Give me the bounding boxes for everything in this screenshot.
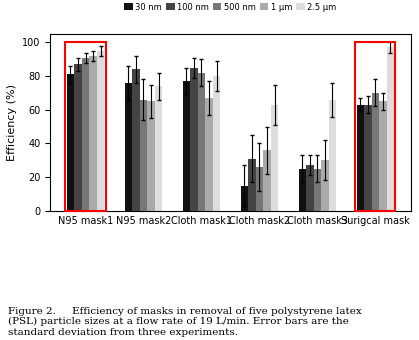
Bar [314,169,321,211]
Bar [306,165,314,211]
Bar [241,186,248,211]
Bar [372,93,379,211]
Bar [132,69,140,211]
Bar [74,64,82,211]
Y-axis label: Efficiency (%): Efficiency (%) [7,84,17,161]
Bar [205,98,213,211]
Bar [256,167,263,211]
Bar [379,101,387,211]
Bar [140,100,147,211]
Bar [321,160,329,211]
Bar [248,158,256,211]
Bar [263,150,271,211]
Bar [97,51,104,211]
Bar [147,101,155,211]
Bar [183,81,190,211]
Legend: 30 nm, 100 nm, 500 nm, 1 μm, 2.5 μm: 30 nm, 100 nm, 500 nm, 1 μm, 2.5 μm [121,0,340,15]
Bar [387,48,394,211]
Bar [89,56,97,211]
Bar [213,76,220,211]
Bar [155,86,162,211]
Bar [299,169,306,211]
Bar [357,105,364,211]
Bar [329,100,336,211]
Bar [364,105,372,211]
Text: Figure 2.     Efficiency of masks in removal of five polystyrene latex
(PSL) par: Figure 2. Efficiency of masks in removal… [8,307,362,337]
Bar [271,105,278,211]
Bar [198,73,205,211]
Bar [190,68,198,211]
Bar [124,83,132,211]
Bar [82,57,89,211]
Bar [67,74,74,211]
